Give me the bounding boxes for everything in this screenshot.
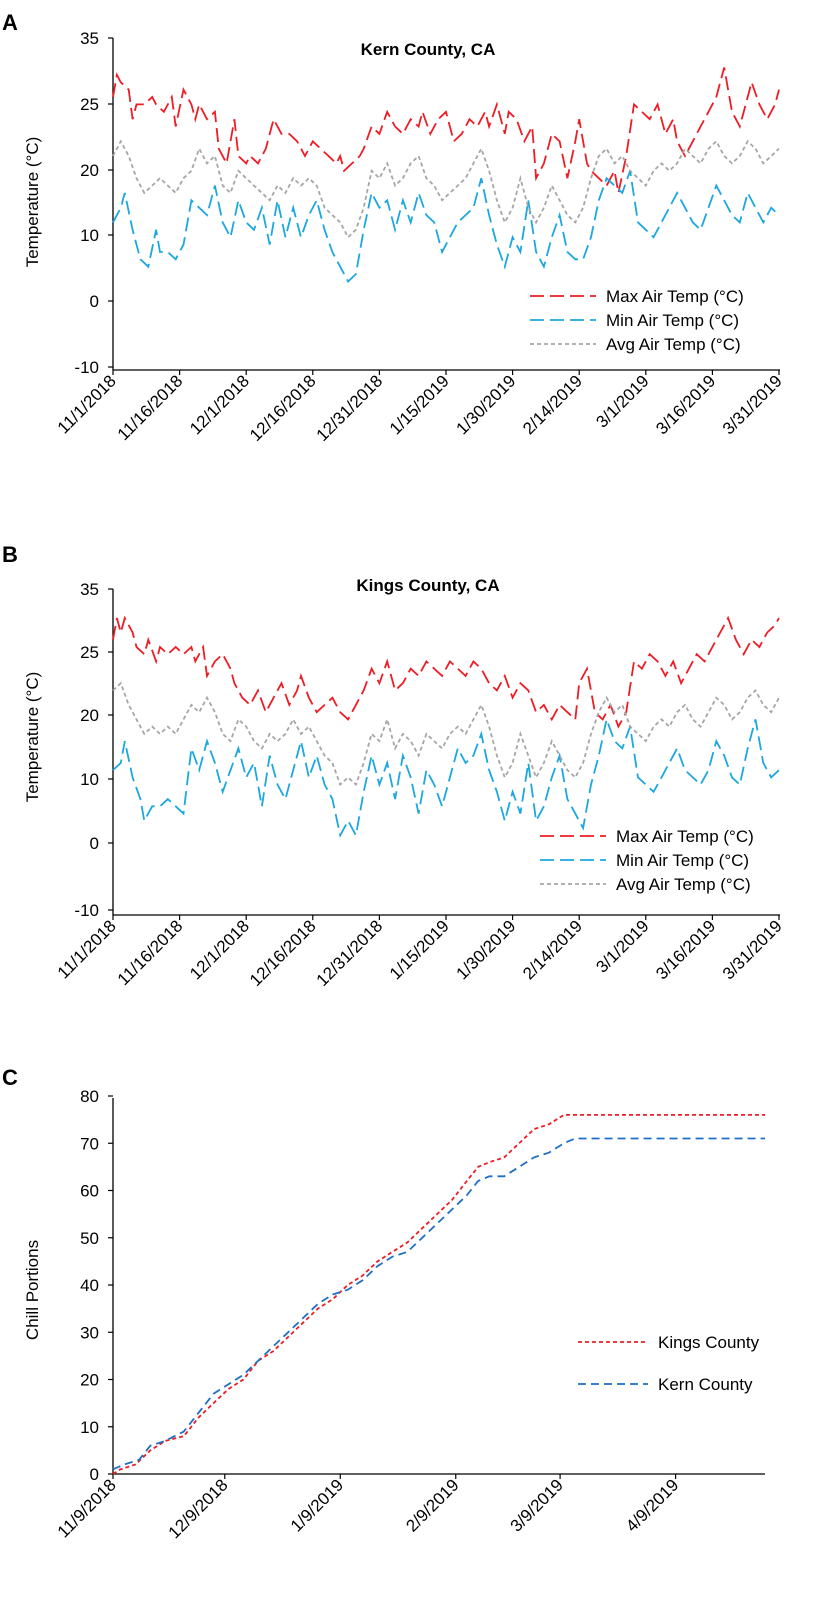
legend-a: Max Air Temp (°C) Min Air Temp (°C) Avg Ai… — [530, 287, 744, 354]
y-tick-label: 30 — [80, 1323, 99, 1342]
y-tick-label: 10 — [80, 226, 99, 245]
x-tick-label: 1/30/2019 — [453, 371, 520, 438]
y-tick-label: 25 — [80, 643, 99, 662]
series-line-min-air-temp-c — [112, 716, 780, 838]
x-tick-label: 3/1/2019 — [592, 371, 652, 431]
legend-label: Kings County — [658, 1333, 760, 1352]
series-line-avg-air-temp-c — [112, 681, 780, 787]
x-tick-label: 12/1/2018 — [186, 371, 253, 438]
series-lines-b — [112, 615, 780, 838]
legend-c: Kings County Kern County — [578, 1333, 760, 1394]
series-line-max-air-temp-c — [112, 615, 780, 729]
series-lines-a — [112, 67, 780, 283]
y-tick-label: 60 — [80, 1182, 99, 1201]
x-tick-label: 12/16/2018 — [246, 371, 320, 445]
x-tick-label: 11/9/2018 — [54, 1475, 120, 1541]
y-tick-label: 25 — [80, 95, 99, 114]
legend-label: Min Air Temp (°C) — [606, 311, 739, 330]
x-tick-label: 12/31/2018 — [313, 916, 387, 990]
y-tick-label: 40 — [80, 1276, 99, 1295]
y-tick-label: 20 — [80, 706, 99, 725]
legend-label: Avg Air Temp (°C) — [606, 335, 741, 354]
x-tick-label: 12/1/2018 — [186, 916, 253, 983]
x-tick-label: 3/16/2019 — [652, 916, 719, 983]
y-tick-label: -10 — [74, 358, 99, 377]
x-tick-label: 11/16/2018 — [114, 916, 187, 989]
y-tick-labels-b: 35 25 20 10 0 -10 — [74, 580, 113, 920]
y-tick-label: 0 — [90, 834, 99, 853]
x-tick-label: 1/9/2019 — [287, 1475, 347, 1535]
y-axis-label-a: Temperature (°C) — [23, 137, 42, 268]
y-tick-label: -10 — [74, 901, 99, 920]
x-tick-label: 1/15/2019 — [386, 371, 453, 438]
panel-letter-a: A — [2, 10, 18, 35]
x-tick-label: 12/31/2018 — [313, 371, 387, 445]
y-tick-label: 0 — [90, 292, 99, 311]
x-tick-label: 3/1/2019 — [592, 916, 652, 976]
series-line-kings-county — [112, 1114, 765, 1475]
y-tick-label: 10 — [80, 770, 99, 789]
legend-label: Avg Air Temp (°C) — [616, 875, 751, 894]
x-tick-label: 2/9/2019 — [402, 1475, 462, 1535]
series-lines-c — [112, 1114, 765, 1475]
x-tick-label: 12/16/2018 — [246, 916, 320, 990]
x-tick-label: 1/15/2019 — [386, 916, 453, 983]
y-tick-label: 50 — [80, 1229, 99, 1248]
legend-label: Kern County — [658, 1375, 753, 1394]
y-tick-label: 20 — [80, 161, 99, 180]
x-tick-label: 2/14/2019 — [519, 916, 586, 983]
y-tick-label: 80 — [80, 1087, 99, 1106]
chart-title-a: Kern County, CA — [361, 40, 496, 59]
x-tick-label: 3/16/2019 — [652, 371, 719, 438]
panel-a: A Kern County, CA Temperature (°C) 35 25 2… — [2, 10, 786, 445]
legend-label: Min Air Temp (°C) — [616, 851, 749, 870]
x-tick-labels-c: 11/9/2018 12/9/2018 1/9/2019 2/9/2019 3/9/20… — [54, 1474, 682, 1542]
series-line-kern-county — [112, 1137, 765, 1471]
y-tick-label: 20 — [80, 1371, 99, 1390]
series-line-min-air-temp-c — [112, 170, 780, 283]
x-tick-label: 1/30/2019 — [453, 916, 520, 983]
series-line-max-air-temp-c — [112, 67, 780, 194]
series-line-avg-air-temp-c — [112, 139, 780, 239]
panel-letter-b: B — [2, 542, 18, 567]
chart-title-b: Kings County, CA — [356, 576, 499, 595]
y-tick-labels-a: 35 25 20 10 0 -10 — [74, 29, 113, 377]
panel-c: C Chill Portions 80 70 60 50 40 30 20 10 0 11/9/… — [2, 1065, 765, 1542]
y-axis-label-c: Chill Portions — [23, 1240, 42, 1340]
y-tick-labels-c: 80 70 60 50 40 30 20 10 0 — [80, 1087, 113, 1484]
x-tick-label: 11/1/2018 — [54, 916, 120, 982]
x-tick-label: 3/9/2019 — [507, 1475, 567, 1535]
legend-b: Max Air Temp (°C) Min Air Temp (°C) Avg Ai… — [540, 827, 754, 894]
y-axis-label-b: Temperature (°C) — [23, 672, 42, 803]
legend-label: Max Air Temp (°C) — [616, 827, 754, 846]
y-tick-label: 0 — [90, 1465, 99, 1484]
y-tick-label: 35 — [80, 580, 99, 599]
panel-b: B Kings County, CA Temperature (°C) 35 25… — [2, 542, 786, 990]
y-tick-label: 10 — [80, 1418, 99, 1437]
x-tick-label: 4/9/2019 — [622, 1475, 682, 1535]
y-tick-label: 70 — [80, 1134, 99, 1153]
y-tick-label: 35 — [80, 29, 99, 48]
x-tick-label: 11/1/2018 — [54, 371, 120, 437]
panel-letter-c: C — [2, 1065, 18, 1090]
x-tick-label: 3/31/2019 — [719, 916, 786, 983]
x-tick-label: 2/14/2019 — [519, 371, 586, 438]
legend-label: Max Air Temp (°C) — [606, 287, 744, 306]
x-tick-label: 11/16/2018 — [114, 371, 187, 444]
x-tick-label: 12/9/2018 — [165, 1475, 232, 1542]
x-tick-label: 3/31/2019 — [719, 371, 786, 438]
